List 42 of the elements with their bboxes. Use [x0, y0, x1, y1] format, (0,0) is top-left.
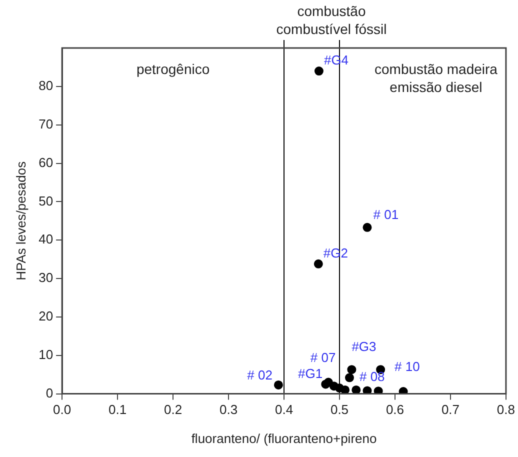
annotation: # 07 [310, 350, 336, 365]
point [314, 66, 324, 76]
x-tick-label: 0.1 [108, 402, 127, 418]
y-tick-label: 60 [38, 154, 54, 170]
point [374, 386, 383, 394]
x-tick-label: 0.3 [219, 402, 238, 418]
point [321, 380, 330, 389]
y-tick-label: 10 [38, 346, 54, 362]
annotation: # 10 [394, 359, 420, 374]
annotation: # 01 [373, 207, 399, 222]
annotation: #G1 [298, 366, 323, 381]
x-tick-label: 0.6 [386, 402, 404, 418]
y-tick-label: 20 [38, 308, 54, 324]
annotation: combustão madeira emissão diesel [374, 60, 498, 95]
x-tick-label: 0.8 [496, 402, 516, 418]
y-tick-label: 40 [38, 232, 54, 247]
x-tick-label: 0.4 [274, 402, 294, 418]
point [340, 385, 350, 394]
y-tick-label: 50 [38, 193, 54, 208]
point [398, 386, 408, 394]
y-tick-label: 70 [38, 116, 54, 132]
point [362, 386, 372, 394]
y-axis-title: HPAs leves/pesados [13, 160, 28, 280]
y-tick-label: 30 [38, 270, 54, 286]
annotation: petrogênico [136, 60, 210, 77]
annotation: #G3 [352, 339, 376, 354]
point [314, 259, 323, 268]
x-tick-label: 0.2 [164, 402, 182, 418]
point [362, 222, 372, 232]
x-tick-label: 0.5 [330, 402, 349, 418]
y-tick-label: 80 [38, 78, 54, 93]
point [344, 373, 354, 382]
point [347, 365, 356, 374]
x-tick-label: 0.0 [53, 402, 72, 418]
point [352, 385, 361, 394]
y-tick-label: 0 [46, 385, 54, 400]
annotation: # 02 [247, 368, 272, 383]
x-tick-label: 0.7 [441, 402, 460, 418]
point [274, 380, 283, 390]
annotation: # 08 [359, 369, 385, 384]
x-axis-title: fluoranteno/ (fluoranteno+pireno [191, 430, 377, 446]
text: combustão combustível fóssil [276, 2, 387, 37]
